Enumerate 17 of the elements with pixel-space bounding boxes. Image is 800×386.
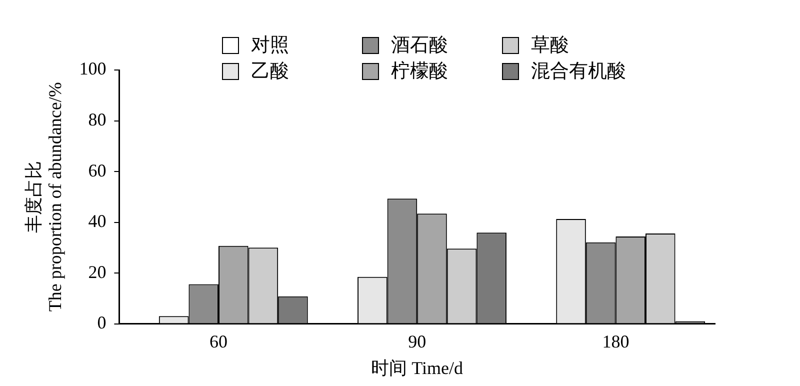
y-tick-label: 40 — [88, 211, 106, 232]
legend-label: 混合有机酸 — [531, 60, 626, 84]
x-axis-title: 时间 Time/d — [371, 358, 464, 378]
x-tick-label: 90 — [408, 331, 426, 352]
y-tick-label: 0 — [97, 312, 106, 333]
x-tick-label: 60 — [210, 331, 228, 352]
y-tick-label: 20 — [88, 262, 106, 282]
legend-label: 柠檬酸 — [391, 60, 448, 84]
y-tick-label: 60 — [88, 160, 106, 180]
legend-label: 草酸 — [531, 34, 569, 58]
x-tick-label: 180 — [602, 331, 630, 352]
legend-label: 对照 — [251, 34, 289, 58]
legend-label: 酒石酸 — [391, 34, 448, 58]
y-tick-label: 80 — [88, 109, 106, 130]
y-axis-title: 丰度占比 The proportion of abundance/% — [24, 82, 66, 312]
y-tick-label: 100 — [79, 58, 106, 79]
legend-label: 乙酸 — [251, 60, 289, 84]
